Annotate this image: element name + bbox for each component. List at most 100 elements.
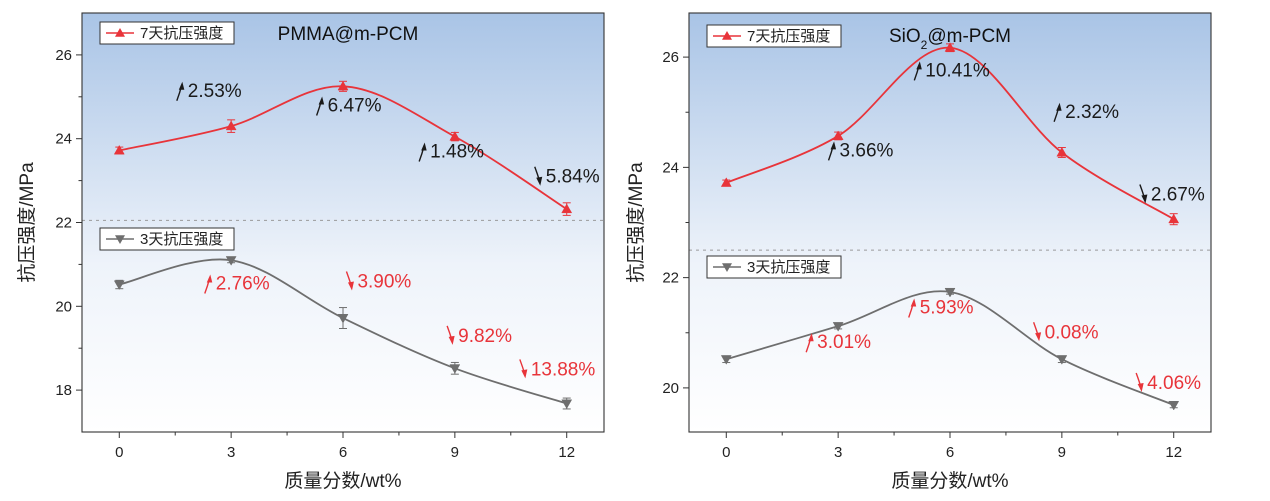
y-tick-label: 22 (662, 270, 679, 287)
data-label: 4.06% (1147, 373, 1201, 394)
arrow-up-icon (908, 298, 917, 318)
legend-box (99, 21, 235, 45)
data-point (449, 364, 461, 374)
data-label: 2.32% (1065, 102, 1119, 123)
data-label: 10.41% (925, 60, 990, 81)
legend-1: 7天抗压强度 (706, 24, 842, 48)
x-tick-label: 3 (227, 444, 235, 461)
x-axis-label: 质量分数/wt% (891, 470, 1008, 492)
data-point (720, 355, 732, 365)
chart-panel-2: 0 3 6 9 12 20 22 24 26 质量分数/wt% 抗压强度/MPa SiO2@m-PCM… (625, 12, 1212, 492)
data-label: 6.47% (328, 95, 382, 116)
x-tick-label: 6 (946, 444, 954, 461)
x-tick-label: 0 (722, 444, 730, 461)
x-tick-label: 9 (1058, 444, 1066, 461)
data-point (720, 177, 732, 187)
series-1: 3.66% 10.41% 2.32% 2.67% (720, 42, 1205, 226)
legend-label: 7天抗压强度 (747, 28, 830, 45)
data-point (337, 314, 349, 324)
arrow-up-icon (204, 274, 213, 294)
y-tick-label: 22 (55, 215, 72, 232)
x-tick-label: 3 (834, 444, 842, 461)
arrow-up-icon (827, 141, 837, 161)
chart-title: SiO2@m-PCM (889, 26, 1011, 52)
data-label: 2.76% (216, 274, 270, 295)
data-label: 1.48% (430, 142, 484, 163)
data-point (225, 120, 237, 131)
plot-background (689, 13, 1211, 432)
data-point (1056, 355, 1068, 365)
data-label: 2.53% (188, 81, 242, 102)
series-1: 2.53% 6.47% 1.48% 5.84% (113, 80, 600, 216)
arrow-down-icon (519, 359, 528, 379)
y-tick-label: 24 (662, 159, 679, 176)
data-point (113, 280, 125, 291)
data-label: 0.08% (1045, 322, 1099, 343)
data-point (561, 399, 573, 410)
y-tick-label: 24 (55, 131, 72, 148)
data-label: 3.66% (840, 140, 894, 161)
legend-box (706, 255, 842, 279)
data-point (561, 203, 573, 214)
data-point (1056, 146, 1068, 157)
arrow-down-icon (1032, 322, 1042, 342)
data-point (1168, 213, 1180, 224)
data-point (944, 42, 956, 52)
x-tick-label: 6 (339, 444, 347, 461)
arrow-down-icon (446, 325, 455, 345)
data-point (832, 322, 844, 332)
chart-title: PMMA@m-PCM (278, 24, 419, 45)
legend-1: 7天抗压强度 (99, 21, 235, 45)
legend-box (99, 227, 235, 251)
arrow-up-icon (805, 333, 814, 353)
data-label: 5.93% (920, 297, 974, 318)
x-tick-label: 12 (1165, 444, 1182, 461)
arrow-up-icon (418, 142, 427, 162)
data-label: 13.88% (531, 359, 596, 380)
data-point (944, 287, 956, 298)
arrow-down-icon (1135, 372, 1144, 392)
data-point (113, 144, 125, 155)
legend-2: 3天抗压强度 (706, 255, 842, 279)
series-2: 2.76% 3.90% 9.82% 13.88% (113, 256, 596, 410)
chart-panel-1: 0 3 6 9 12 18 20 22 24 26 质量分数/wt% 抗压强度/MPa PMMA@m-P… (16, 12, 605, 492)
data-point (449, 131, 461, 141)
y-tick-label: 20 (55, 298, 72, 315)
y-tick-label: 18 (55, 382, 72, 399)
legend-marker (115, 28, 125, 37)
y-axis-label: 抗压强度/MPa (16, 162, 38, 283)
legend-marker (722, 263, 732, 272)
arrow-up-icon (176, 81, 185, 102)
series-2: 3.01% 5.93% 0.08% 4.06% (720, 287, 1201, 411)
legend-marker (722, 31, 732, 40)
data-label: 2.67% (1151, 184, 1205, 205)
legend-label: 3天抗压强度 (747, 259, 830, 276)
legend-box (706, 24, 842, 48)
arrow-up-icon (913, 61, 922, 81)
legend-label: 7天抗压强度 (140, 25, 223, 42)
data-label: 9.82% (458, 326, 512, 347)
arrow-down-icon (345, 271, 354, 291)
data-label: 3.90% (357, 271, 411, 292)
x-tick-label: 9 (451, 444, 459, 461)
x-tick-label: 12 (558, 444, 575, 461)
legend-2: 3天抗压强度 (99, 227, 235, 251)
data-point (1168, 400, 1180, 411)
x-tick-label: 0 (115, 444, 123, 461)
plot-background (82, 13, 604, 432)
data-label: 3.01% (817, 332, 871, 353)
x-axis-label: 质量分数/wt% (284, 470, 401, 492)
legend-marker (115, 235, 125, 244)
data-label: 5.84% (546, 167, 600, 188)
data-point (337, 80, 349, 91)
y-tick-label: 26 (662, 49, 679, 66)
arrow-up-icon (315, 96, 325, 116)
arrow-down-icon (1139, 184, 1148, 204)
y-tick-label: 20 (662, 380, 679, 397)
data-point (225, 256, 237, 266)
arrow-up-icon (1053, 102, 1062, 122)
arrow-down-icon (534, 166, 543, 186)
data-point (832, 130, 844, 140)
y-axis-label: 抗压强度/MPa (625, 162, 647, 283)
